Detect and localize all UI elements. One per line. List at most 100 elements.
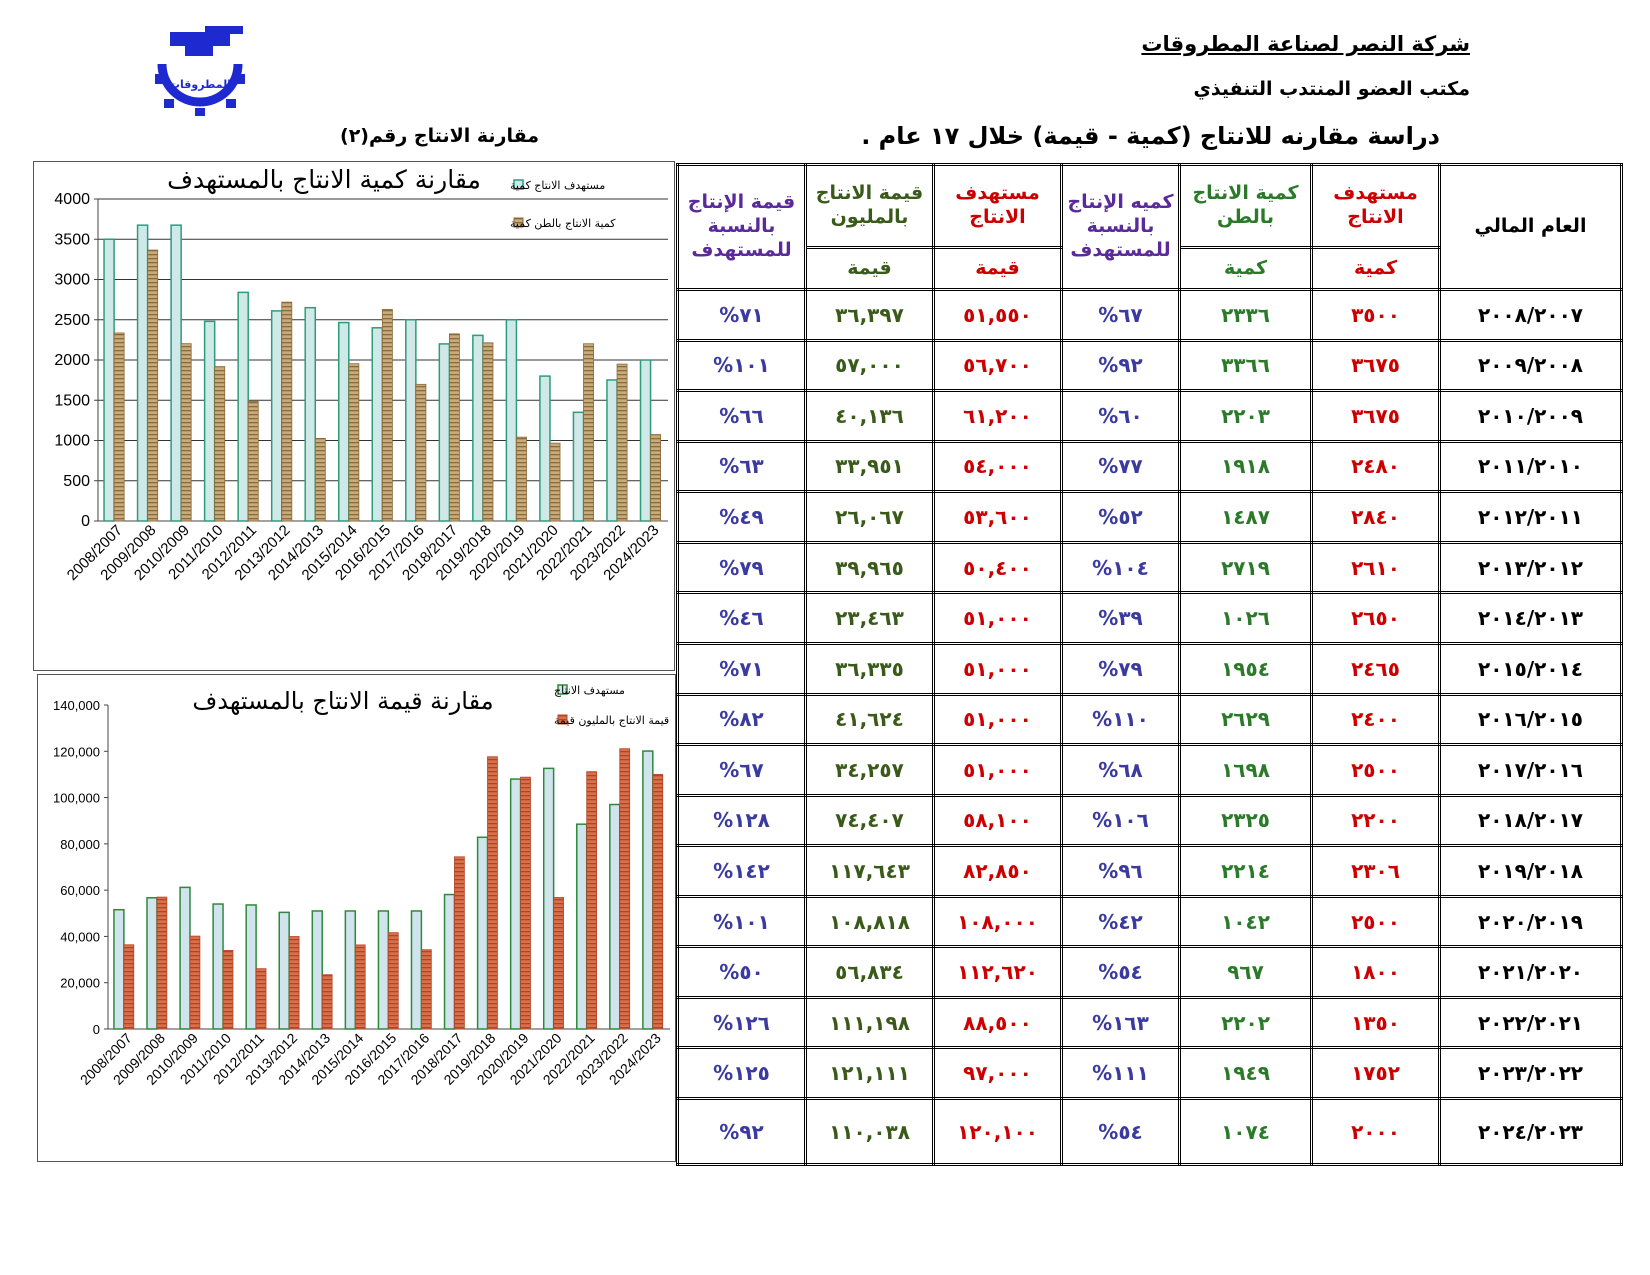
value-pct-cell: %١٠١	[676, 894, 807, 949]
qty-target-cell: ٢٦٥٠	[1310, 591, 1441, 645]
year-cell: ٢٠١٠/٢٠٠٩	[1438, 389, 1623, 443]
subheader-value-actual: قيمة	[804, 246, 935, 291]
bar-target	[245, 904, 257, 1030]
value-actual-cell: ٣٦,٣٩٧	[804, 288, 935, 342]
qty-actual-cell: ٢٣٣٦	[1178, 288, 1313, 342]
year-cell: ٢٠٢٢/٢٠٢١	[1438, 995, 1623, 1050]
bar-actual	[113, 332, 125, 522]
qty-actual-cell: ٩٦٧	[1178, 945, 1313, 999]
company-name: شركة النصر لصناعة المطروقات	[1141, 32, 1470, 56]
year-cell: ٢٠١٧/٢٠١٦	[1438, 743, 1623, 797]
value-actual-cell: ١١٧,٦٤٣	[804, 844, 935, 898]
qty-actual-cell: ٢٢١٤	[1178, 844, 1313, 898]
qty-target-cell: ٢٦١٠	[1310, 540, 1441, 595]
qty-target-cell: ٢٤٦٥	[1310, 641, 1441, 696]
value-target-cell: ٨٨,٥٠٠	[932, 995, 1063, 1050]
bar-target	[410, 910, 423, 1030]
value-actual-cell: ٣٩,٩٦٥	[804, 540, 935, 595]
header-value-target: مستهدف الانتاج	[932, 163, 1063, 249]
header-year: العام المالي	[1438, 163, 1623, 291]
quantity-chart-panel: 0 500 1000 1500 2000 2500 3000 3500 4000 2008/200…	[33, 161, 675, 671]
bar-actual	[583, 343, 594, 522]
bar-actual	[454, 856, 465, 1030]
value-pct-cell: %٥٠	[676, 945, 807, 999]
value-pct-cell: %٦٧	[676, 743, 807, 797]
bar-target	[639, 359, 652, 522]
y-tick-label: 3000	[54, 272, 90, 289]
year-cell: ٢٠٢٣/٢٠٢٢	[1438, 1046, 1623, 1100]
header-value-pct: قيمة الإنتاج بالنسبة للمستهدف	[676, 163, 807, 291]
value-pct-cell: %١٠١	[676, 338, 807, 393]
qty-actual-cell: ١٩١٨	[1178, 439, 1313, 494]
table-row: %٧٩ ٣٩,٩٦٥ ٥٠,٤٠٠ %١٠٤ ٢٧١٩ ٢٦١٠ ٢٠١٣/٢٠١٢	[676, 540, 1623, 595]
bar-target	[371, 327, 384, 522]
value-actual-cell: ٢٦,٠٦٧	[804, 490, 935, 544]
bar-actual	[387, 932, 399, 1030]
y-tick-label: 80,000	[60, 837, 100, 852]
qty-pct-cell: %١١١	[1060, 1046, 1181, 1100]
qty-actual-cell: ١٠٤٢	[1178, 894, 1313, 949]
bar-target	[311, 910, 323, 1030]
bar-actual	[123, 944, 135, 1030]
qty-pct-cell: %٤٢	[1060, 894, 1181, 949]
qty-actual-cell: ٢٢٠٢	[1178, 995, 1313, 1050]
table-row: %٩٢ ١١٠,٠٣٨ ١٢٠,١٠٠ %٥٤ ١٠٧٤ ٢٠٠٠ ٢٠٢٤/٢٠٢٣	[676, 1097, 1623, 1166]
bar-actual	[650, 434, 662, 522]
y-tick-label: 4000	[54, 191, 90, 208]
bar-target	[304, 306, 317, 522]
qty-actual-cell: ١٩٥٤	[1178, 641, 1313, 696]
legend-swatch-actual	[557, 714, 568, 725]
bar-target	[344, 910, 357, 1030]
bar-target	[337, 321, 350, 522]
value-actual-cell: ٥٧,٠٠٠	[804, 338, 935, 393]
qty-pct-cell: %٧٩	[1060, 641, 1181, 696]
bar-actual	[553, 897, 564, 1030]
y-tick-label: 140,000	[53, 698, 100, 713]
table-row: %٤٩ ٢٦,٠٦٧ ٥٣,٦٠٠ %٥٢ ١٤٨٧ ٢٨٤٠ ٢٠١٢/٢٠١١	[676, 490, 1623, 544]
value-target-cell: ١٢٠,١٠٠	[932, 1097, 1063, 1166]
bar-actual	[619, 748, 631, 1030]
bar-actual	[255, 968, 267, 1030]
y-tick-label: 40,000	[60, 929, 100, 944]
qty-target-cell: ٢٤٠٠	[1310, 692, 1441, 747]
bar-target	[405, 319, 417, 522]
value-pct-cell: %١٤٢	[676, 844, 807, 898]
value-target-cell: ٥١,٥٥٠	[932, 288, 1063, 342]
qty-target-cell: ١٧٥٢	[1310, 1046, 1441, 1100]
bar-actual	[314, 438, 326, 522]
bar-actual	[487, 756, 498, 1030]
qty-pct-cell: %١٦٣	[1060, 995, 1181, 1050]
value-target-cell: ٥٣,٦٠٠	[932, 490, 1063, 544]
bar-actual	[214, 366, 226, 522]
chart-title: مقارنة قيمة الانتاج بالمستهدف	[192, 687, 493, 715]
bar-actual	[189, 935, 201, 1030]
table-row: %١٢٦ ١١١,١٩٨ ٨٨,٥٠٠ %١٦٣ ٢٢٠٢ ١٣٥٠ ٢٠٢٢/٢٠٢١	[676, 995, 1623, 1050]
bar-target	[572, 411, 585, 522]
qty-actual-cell: ٢٦٢٩	[1178, 692, 1313, 747]
value-actual-cell: ٣٣,٩٥١	[804, 439, 935, 494]
value-actual-cell: ٤٠,١٣٦	[804, 389, 935, 443]
value-pct-cell: %١٢٨	[676, 793, 807, 848]
year-cell: ٢٠٠٨/٢٠٠٧	[1438, 288, 1623, 342]
bar-target	[179, 886, 191, 1030]
year-cell: ٢٠١٢/٢٠١١	[1438, 490, 1623, 544]
value-actual-cell: ٣٤,٢٥٧	[804, 743, 935, 797]
year-cell: ٢٠١٩/٢٠١٨	[1438, 844, 1623, 898]
bar-target	[203, 320, 216, 522]
bar-target	[103, 238, 115, 522]
year-cell: ٢٠١٤/٢٠١٣	[1438, 591, 1623, 645]
legend-label-target: مستهدف الانتاج كمية	[510, 179, 605, 192]
qty-actual-cell: ٢٧١٩	[1178, 540, 1313, 595]
year-cell: ٢٠١١/٢٠١٠	[1438, 439, 1623, 494]
table-row: %٨٢ ٤١,٦٢٤ ٥١,٠٠٠ %١١٠ ٢٦٢٩ ٢٤٠٠ ٢٠١٦/٢٠١٥	[676, 692, 1623, 747]
value-actual-cell: ٥٦,٨٣٤	[804, 945, 935, 999]
bar-target	[609, 803, 621, 1030]
year-cell: ٢٠٢٠/٢٠١٩	[1438, 894, 1623, 949]
table-row: %٥٠ ٥٦,٨٣٤ ١١٢,٦٢٠ %٥٤ ٩٦٧ ١٨٠٠ ٢٠٢١/٢٠٢٠	[676, 945, 1623, 999]
logo-text: المطروقات	[169, 78, 231, 91]
qty-pct-cell: %١٠٤	[1060, 540, 1181, 595]
bar-target	[212, 903, 224, 1030]
qty-pct-cell: %٥٤	[1060, 945, 1181, 999]
table-row: %٦٧ ٣٤,٢٥٧ ٥١,٠٠٠ %٦٨ ١٦٩٨ ٢٥٠٠ ٢٠١٧/٢٠١٦	[676, 743, 1623, 797]
qty-pct-cell: %٥٢	[1060, 490, 1181, 544]
